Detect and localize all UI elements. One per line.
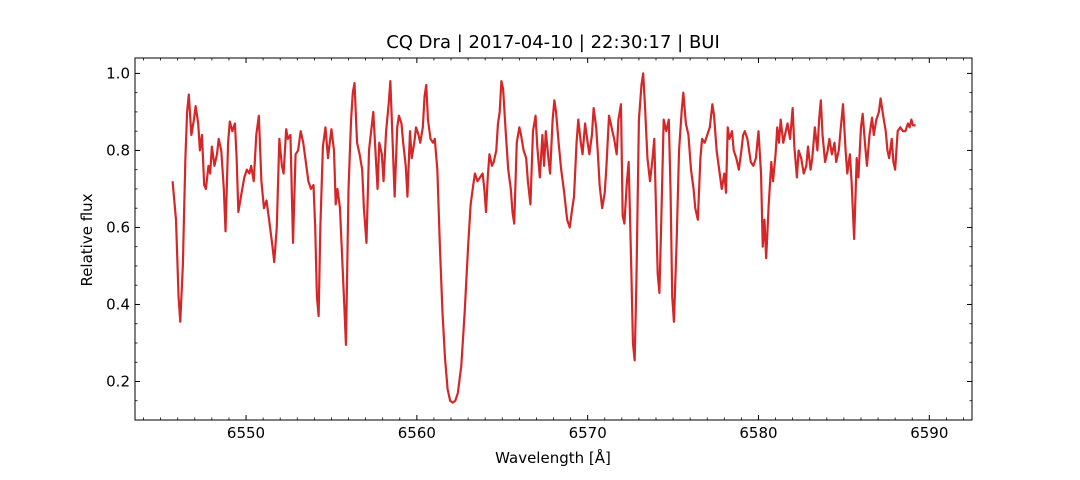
x-tick-label: 6570 [569, 424, 607, 442]
y-tick-label: 0.2 [106, 372, 130, 390]
y-tick-label: 1.0 [106, 64, 130, 82]
x-tick-label: 6550 [227, 424, 265, 442]
y-tick-label: 0.6 [106, 218, 130, 236]
x-tick-label: 6590 [910, 424, 948, 442]
y-tick-label: 0.4 [106, 295, 130, 313]
x-tick-label: 6560 [398, 424, 436, 442]
chart-title: CQ Dra | 2017-04-10 | 22:30:17 | BUI [386, 32, 720, 53]
y-tick-label: 0.8 [106, 141, 130, 159]
x-tick-label: 6580 [739, 424, 777, 442]
x-axis-label: Wavelength [Å] [495, 448, 611, 467]
plot-area: 6550 6560 6570 6580 6590 0.2 0.4 0.6 0.8 1.0 [106, 57, 973, 442]
y-axis-label: Relative flux [78, 193, 96, 286]
spectrum-line-0 [171, 72, 916, 404]
